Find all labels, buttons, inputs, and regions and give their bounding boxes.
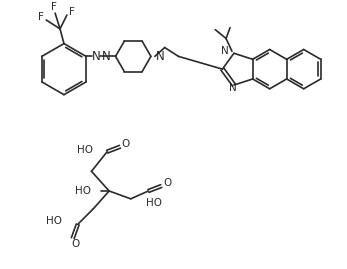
Text: F: F — [39, 12, 44, 22]
Text: F: F — [51, 2, 57, 12]
Text: O: O — [122, 139, 130, 149]
Text: O: O — [163, 178, 171, 188]
Text: HO: HO — [46, 217, 62, 226]
Text: HO: HO — [146, 198, 162, 208]
Text: HO: HO — [75, 186, 92, 196]
Text: N: N — [156, 50, 164, 63]
Text: N: N — [102, 50, 111, 63]
Text: O: O — [71, 239, 80, 249]
Text: N: N — [221, 46, 229, 56]
Text: N: N — [92, 50, 100, 63]
Text: F: F — [69, 7, 75, 17]
Text: N: N — [229, 83, 237, 93]
Text: HO: HO — [77, 145, 93, 155]
